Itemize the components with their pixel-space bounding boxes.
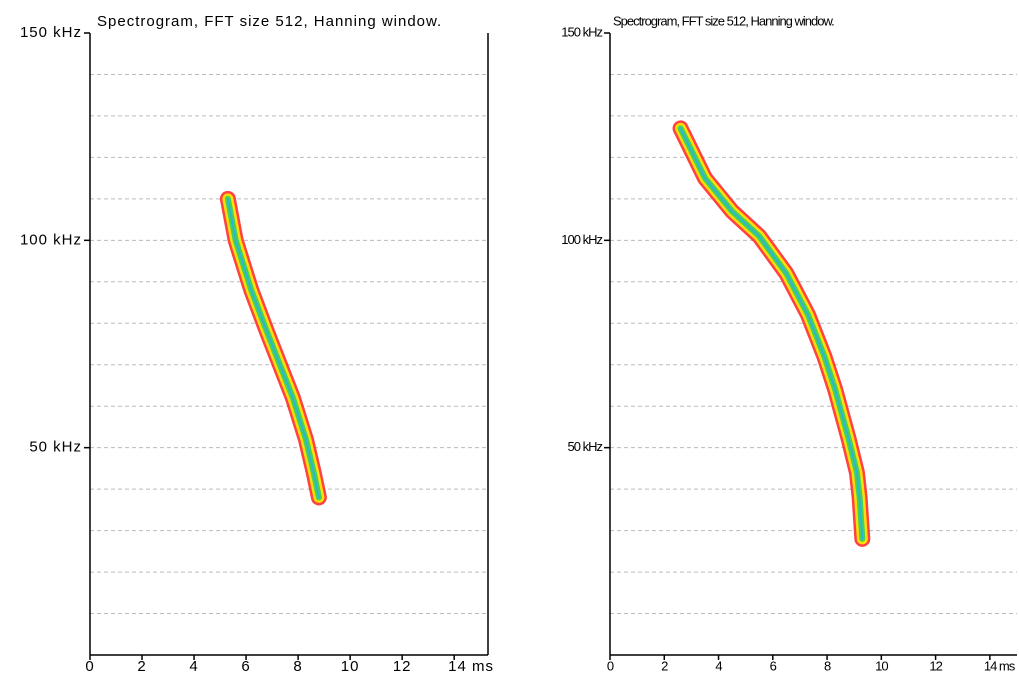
x-tick-label: 6 (241, 658, 250, 675)
x-tick-label: 4 (189, 658, 198, 675)
y-tick-label: 150 kHz (561, 24, 602, 39)
x-tick-label: 6 (770, 658, 777, 673)
chart-title: Spectrogram, FFT size 512, Hanning windo… (613, 13, 834, 28)
x-tick-label: 12 (929, 658, 942, 673)
x-tick-label: 0 (607, 658, 614, 673)
y-tick-label: 100 kHz (20, 231, 82, 248)
x-tick-label: 2 (137, 658, 146, 675)
call-contour (675, 122, 868, 545)
x-tick-label: 12 (393, 658, 412, 675)
x-tick-label: 0 (85, 658, 94, 675)
y-tick-label: 50 kHz (568, 439, 603, 454)
panel: 50 kHz 100 kHz 150 kHz 0 2 4 6 8 10 12 14 ms Spectr… (20, 13, 494, 675)
chart-title: Spectrogram, FFT size 512, Hanning windo… (97, 13, 442, 30)
y-tick-label: 150 kHz (20, 24, 82, 41)
call-contour (679, 127, 864, 540)
panel: 50 kHz 100 kHz 150 kHz 0 2 4 6 8 10 12 14 ms Spectr… (561, 13, 1017, 673)
call-contour (226, 197, 320, 499)
y-tick-label: 50 kHz (29, 439, 82, 456)
x-tick-label: 4 (715, 658, 722, 673)
x-tick-label: 2 (661, 658, 668, 673)
x-tick-label: 14 ms (448, 658, 494, 675)
x-tick-label: 8 (824, 658, 831, 673)
x-tick-label: 10 (875, 658, 888, 673)
y-tick-label: 100 kHz (561, 232, 602, 247)
x-tick-label: 10 (341, 658, 360, 675)
x-tick-label: 8 (293, 658, 302, 675)
x-tick-label: 14 ms (984, 658, 1016, 673)
